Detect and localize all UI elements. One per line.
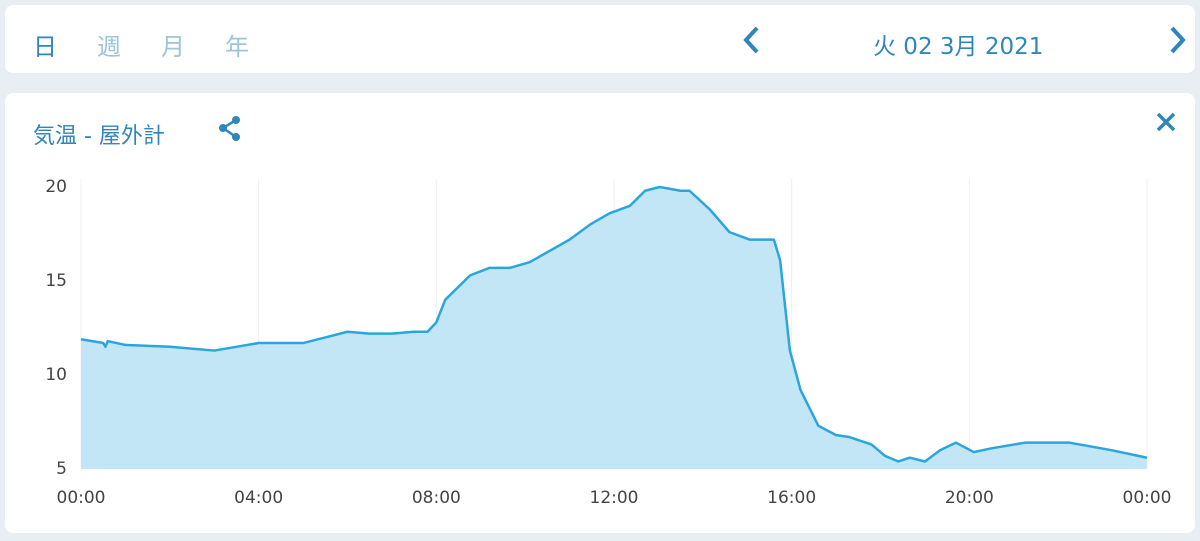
chart-title: 気温 - 屋外計: [33, 124, 165, 149]
x-tick-label: 08:00: [412, 488, 461, 508]
share-button[interactable]: [217, 115, 243, 143]
area-fill: [81, 187, 1147, 469]
y-tick-label: 5: [56, 459, 67, 479]
date-bar: 日 週 月 年 火 02 3月 2021: [5, 5, 1195, 73]
tab[interactable]: 年: [225, 33, 249, 61]
y-tick-label: 20: [45, 177, 67, 197]
prev-button[interactable]: [740, 25, 764, 55]
x-tick-label: 16:00: [767, 488, 816, 508]
x-tick-label: 04:00: [234, 488, 283, 508]
y-tick-label: 10: [45, 365, 67, 385]
area-line: [80, 185, 1148, 463]
x-tick-label: 20:00: [945, 488, 994, 508]
close-button[interactable]: [1155, 111, 1177, 133]
x-tick-label: 00:00: [57, 488, 106, 508]
date-label: 火 02 3月 2021: [873, 34, 1044, 60]
x-tick-label: 00:00: [1123, 488, 1172, 508]
next-button[interactable]: [1165, 25, 1189, 55]
tab[interactable]: 日: [33, 33, 57, 61]
y-tick-label: 15: [45, 271, 67, 291]
x-tick-label: 12:00: [590, 488, 639, 508]
tab[interactable]: 週: [97, 33, 121, 61]
tab[interactable]: 月: [161, 33, 185, 61]
